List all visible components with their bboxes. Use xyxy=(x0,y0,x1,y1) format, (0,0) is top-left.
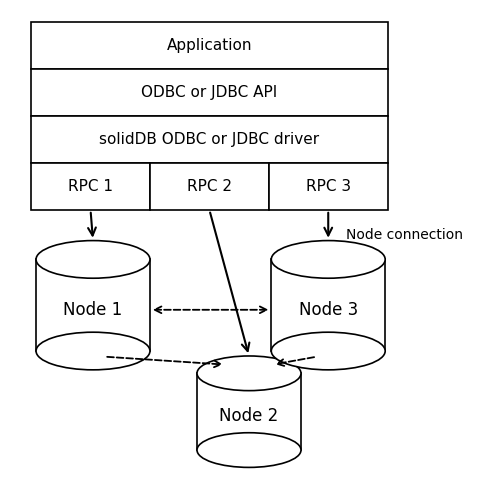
Text: RPC 1: RPC 1 xyxy=(68,179,113,194)
Bar xyxy=(31,69,387,116)
Text: Node 1: Node 1 xyxy=(63,301,123,319)
Ellipse shape xyxy=(36,332,150,370)
Ellipse shape xyxy=(36,241,150,278)
Text: Node 3: Node 3 xyxy=(299,301,358,319)
Ellipse shape xyxy=(271,332,385,370)
Bar xyxy=(31,116,387,163)
Text: Application: Application xyxy=(167,38,252,53)
Text: solidDB ODBC or JDBC driver: solidDB ODBC or JDBC driver xyxy=(99,132,319,147)
Ellipse shape xyxy=(197,356,301,391)
Bar xyxy=(36,259,150,351)
Text: ODBC or JDBC API: ODBC or JDBC API xyxy=(141,85,277,100)
Ellipse shape xyxy=(197,433,301,468)
Bar xyxy=(197,373,301,450)
Bar xyxy=(271,259,385,351)
Ellipse shape xyxy=(271,241,385,278)
Bar xyxy=(31,163,150,210)
Text: RPC 3: RPC 3 xyxy=(306,179,351,194)
Bar xyxy=(31,21,387,69)
Text: Node connection: Node connection xyxy=(346,228,463,242)
Bar xyxy=(150,163,269,210)
Bar xyxy=(269,163,387,210)
Text: RPC 2: RPC 2 xyxy=(187,179,232,194)
Text: Node 2: Node 2 xyxy=(220,407,278,425)
